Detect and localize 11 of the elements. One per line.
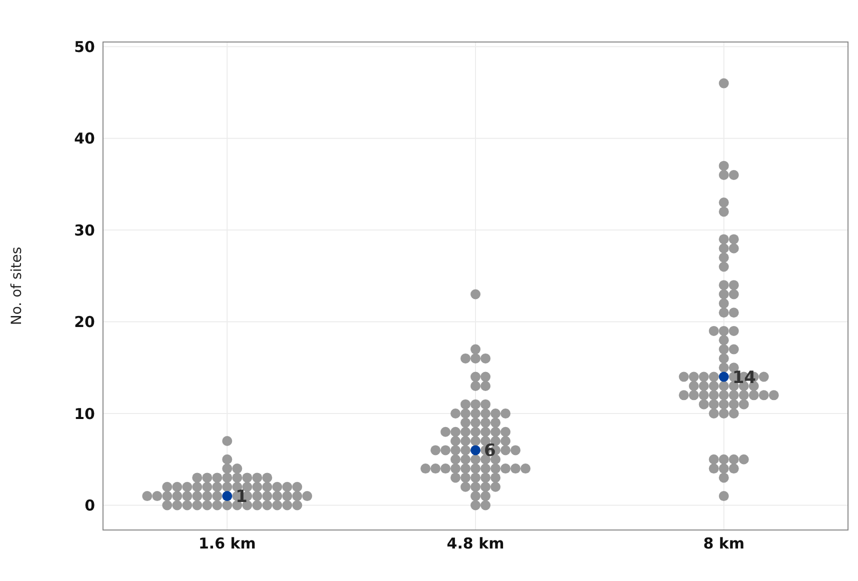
x-tick-label: 4.8 km — [446, 534, 504, 553]
y-tick-label: 30 — [74, 221, 95, 240]
y-tick-label: 10 — [74, 404, 95, 423]
y-tick-label: 20 — [74, 313, 95, 332]
x-tick-label: 8 km — [703, 534, 744, 553]
y-tick-label: 50 — [74, 38, 95, 56]
y-tick-label: 0 — [84, 496, 95, 515]
y-axis-title: No. of sites — [8, 246, 25, 326]
data-label: 14 — [732, 368, 756, 388]
x-tick-label: 1.6 km — [198, 534, 256, 553]
y-tick-label: 40 — [74, 130, 95, 148]
